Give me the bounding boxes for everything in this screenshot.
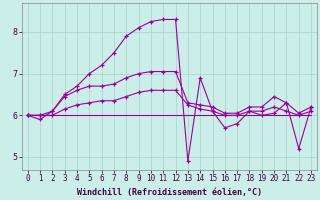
X-axis label: Windchill (Refroidissement éolien,°C): Windchill (Refroidissement éolien,°C)	[77, 188, 262, 197]
